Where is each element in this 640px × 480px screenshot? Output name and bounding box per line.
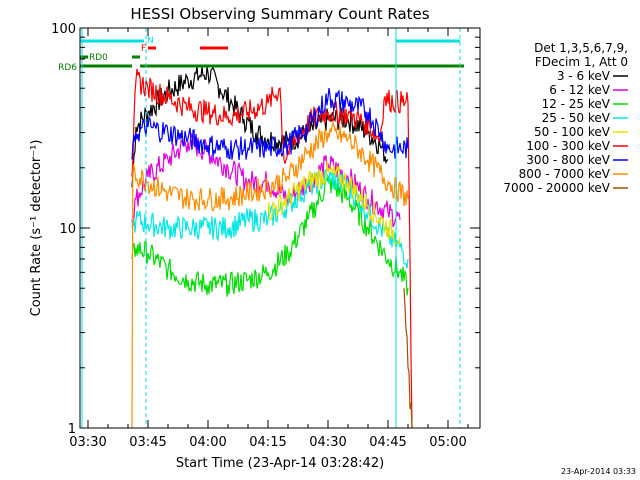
legend-entry-label: 12 - 25 keV [542,97,611,111]
flags-group: RD6 RD0 NF [58,28,464,428]
series-line-4 [267,161,401,247]
rd6-flag-label: RD6 [58,63,77,73]
x-tick-label: 03:30 [69,435,106,450]
legend-entry-label: 6 - 12 keV [549,83,611,97]
x-tick-label: 05:00 [429,435,466,450]
series-line-5 [131,68,413,429]
chart-title: HESSI Observing Summary Count Rates [130,5,429,23]
y-axis-label: Count Rate (s⁻¹ detector⁻¹) [29,140,44,317]
x-axis-label: Start Time (23-Apr-14 03:28:42) [176,456,384,471]
legend-entry-label: 800 - 7000 keV [519,167,611,181]
flare-flag-label: F [141,44,146,54]
legend-header-line-1: Det 1,3,5,6,7,9, [534,41,628,55]
legend-entry-label: 3 - 6 keV [557,69,611,83]
x-tick-label: 04:00 [189,435,226,450]
series-line-1 [131,132,401,228]
timestamp: 23-Apr-2014 03:33 [561,467,636,476]
night-flag-label: N [147,36,154,46]
x-tick-label: 03:45 [129,435,166,450]
axes-group: 03:30 03:45 04:00 04:15 04:30 04:45 05:00 1 10 10… [51,22,480,450]
rd0-flag-label: RD0 [89,53,108,63]
legend: Det 1,3,5,6,7,9, FDecim 1, Att 0 3 - 6 k… [503,41,628,195]
series-line-2 [131,175,409,297]
y-tick-label: 10 [59,222,76,237]
legend-entry-label: 25 - 50 keV [542,111,611,125]
legend-entry-label: 7000 - 20000 keV [503,181,610,195]
plot-series-group [131,65,413,429]
x-tick-label: 04:15 [249,435,286,450]
legend-header-line-2: FDecim 1, Att 0 [535,55,628,69]
series-line-7 [131,120,409,429]
legend-entry-label: 300 - 800 keV [526,153,610,167]
x-tick-label: 04:45 [369,435,406,450]
x-tick-label: 04:30 [309,435,346,450]
series-line-0 [131,65,389,188]
y-tick-label: 100 [51,22,76,37]
legend-entry-label: 50 - 100 keV [534,125,611,139]
legend-entry-label: 100 - 300 keV [526,139,610,153]
series-line-8 [403,288,413,429]
series-line-6 [131,88,409,160]
y-tick-label: 1 [68,422,76,437]
